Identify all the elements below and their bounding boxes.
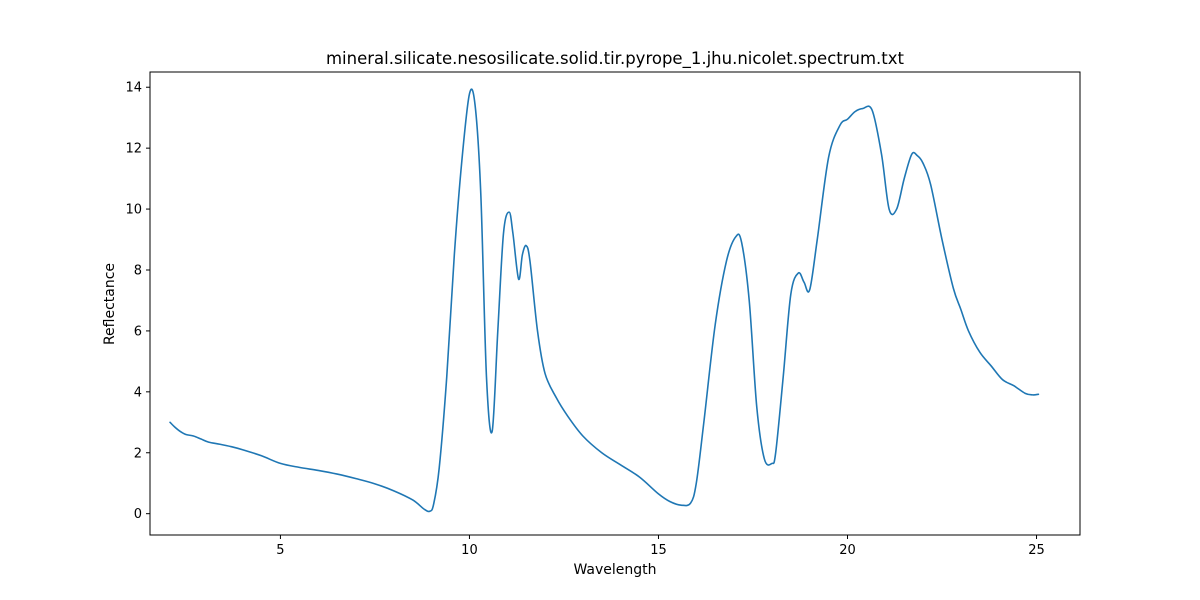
y-tick-label: 6 [134,324,142,339]
x-tick-label: 15 [650,543,667,558]
chart-title: mineral.silicate.nesosilicate.solid.tir.… [326,49,905,69]
y-tick-label: 4 [134,385,142,400]
x-tick-label: 5 [276,543,284,558]
x-axis: 5 10 15 20 25 [276,535,1045,558]
y-tick-label: 10 [125,203,142,218]
plot-area [169,88,1040,513]
series-line-0 [169,88,1040,513]
x-axis-label: Wavelength [573,562,656,578]
plot-frame [149,71,1081,536]
x-tick-label: 20 [839,543,856,558]
y-tick-label: 12 [125,142,142,157]
y-axis: 0 2 4 6 8 10 12 14 [125,81,150,522]
y-tick-label: 14 [125,81,142,96]
x-tick-label: 10 [461,543,478,558]
x-tick-label: 25 [1028,543,1045,558]
y-tick-label: 0 [134,507,142,522]
y-tick-label: 8 [134,263,142,278]
y-axis-label: Reflectance [102,263,118,345]
y-tick-label: 2 [134,446,142,461]
